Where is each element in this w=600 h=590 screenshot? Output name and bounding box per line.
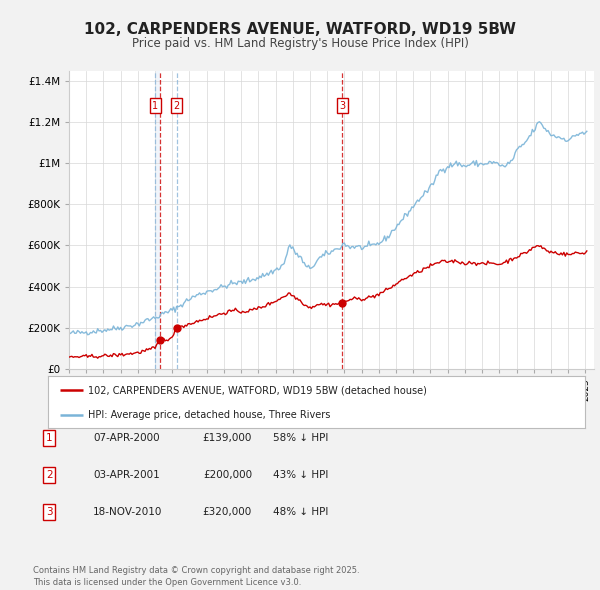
Text: Contains HM Land Registry data © Crown copyright and database right 2025.
This d: Contains HM Land Registry data © Crown c… — [33, 566, 359, 587]
Text: Price paid vs. HM Land Registry's House Price Index (HPI): Price paid vs. HM Land Registry's House … — [131, 37, 469, 50]
Text: 1: 1 — [152, 101, 158, 111]
Text: 3: 3 — [339, 101, 346, 111]
Text: 102, CARPENDERS AVENUE, WATFORD, WD19 5BW (detached house): 102, CARPENDERS AVENUE, WATFORD, WD19 5B… — [88, 385, 427, 395]
Text: 3: 3 — [46, 507, 53, 517]
Text: £320,000: £320,000 — [203, 507, 252, 517]
Text: 07-APR-2000: 07-APR-2000 — [93, 433, 160, 442]
Text: 1: 1 — [46, 433, 53, 442]
Text: £200,000: £200,000 — [203, 470, 252, 480]
Text: 43% ↓ HPI: 43% ↓ HPI — [273, 470, 328, 480]
Text: 03-APR-2001: 03-APR-2001 — [93, 470, 160, 480]
Text: £139,000: £139,000 — [203, 433, 252, 442]
Text: 102, CARPENDERS AVENUE, WATFORD, WD19 5BW: 102, CARPENDERS AVENUE, WATFORD, WD19 5B… — [84, 22, 516, 37]
Text: HPI: Average price, detached house, Three Rivers: HPI: Average price, detached house, Thre… — [88, 410, 331, 419]
Text: 48% ↓ HPI: 48% ↓ HPI — [273, 507, 328, 517]
Text: 58% ↓ HPI: 58% ↓ HPI — [273, 433, 328, 442]
Text: 2: 2 — [173, 101, 180, 111]
Text: 18-NOV-2010: 18-NOV-2010 — [93, 507, 163, 517]
Text: 2: 2 — [46, 470, 53, 480]
Bar — [155, 71, 160, 369]
